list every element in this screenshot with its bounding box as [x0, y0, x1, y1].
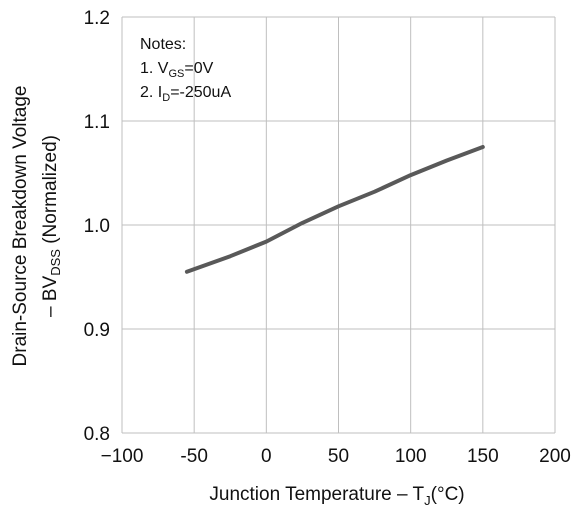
- y-tick-label: 1.0: [84, 216, 110, 237]
- x-tick-label: -50: [180, 446, 207, 467]
- x-tick-label: 150: [467, 446, 499, 467]
- y-axis-title-line-2: – BVDSS (Normalized): [40, 135, 63, 317]
- x-tick-label: 100: [395, 446, 427, 467]
- y-tick-label: 1.1: [84, 112, 110, 133]
- note-2: 2. ID=-250uA: [140, 84, 231, 104]
- notes-box: Notes: 1. VGS=0V 2. ID=-250uA: [140, 36, 231, 104]
- y-tick-label: 0.8: [84, 424, 110, 445]
- x-tick-label: 0: [261, 446, 272, 467]
- y-tick-labels: 0.8 0.9 1.0 1.1 1.2: [84, 8, 110, 445]
- x-tick-labels: −100 -50 0 50 100 150 200: [101, 446, 571, 467]
- x-tick-label: −100: [101, 446, 144, 467]
- grid: [121, 16, 556, 434]
- x-axis-title: Junction Temperature – TJ(°C): [209, 484, 464, 508]
- series-layer: [184, 145, 485, 274]
- x-tick-label: 200: [539, 446, 571, 467]
- notes-title: Notes:: [140, 36, 186, 53]
- note-1: 1. VGS=0V: [140, 60, 214, 80]
- series-line: [184, 145, 485, 274]
- y-axis-title-line-1: Drain-Source Breakdown Voltage: [10, 86, 31, 367]
- x-tick-label: 50: [328, 446, 349, 467]
- y-tick-label: 1.2: [84, 8, 110, 29]
- y-tick-label: 0.9: [84, 320, 110, 341]
